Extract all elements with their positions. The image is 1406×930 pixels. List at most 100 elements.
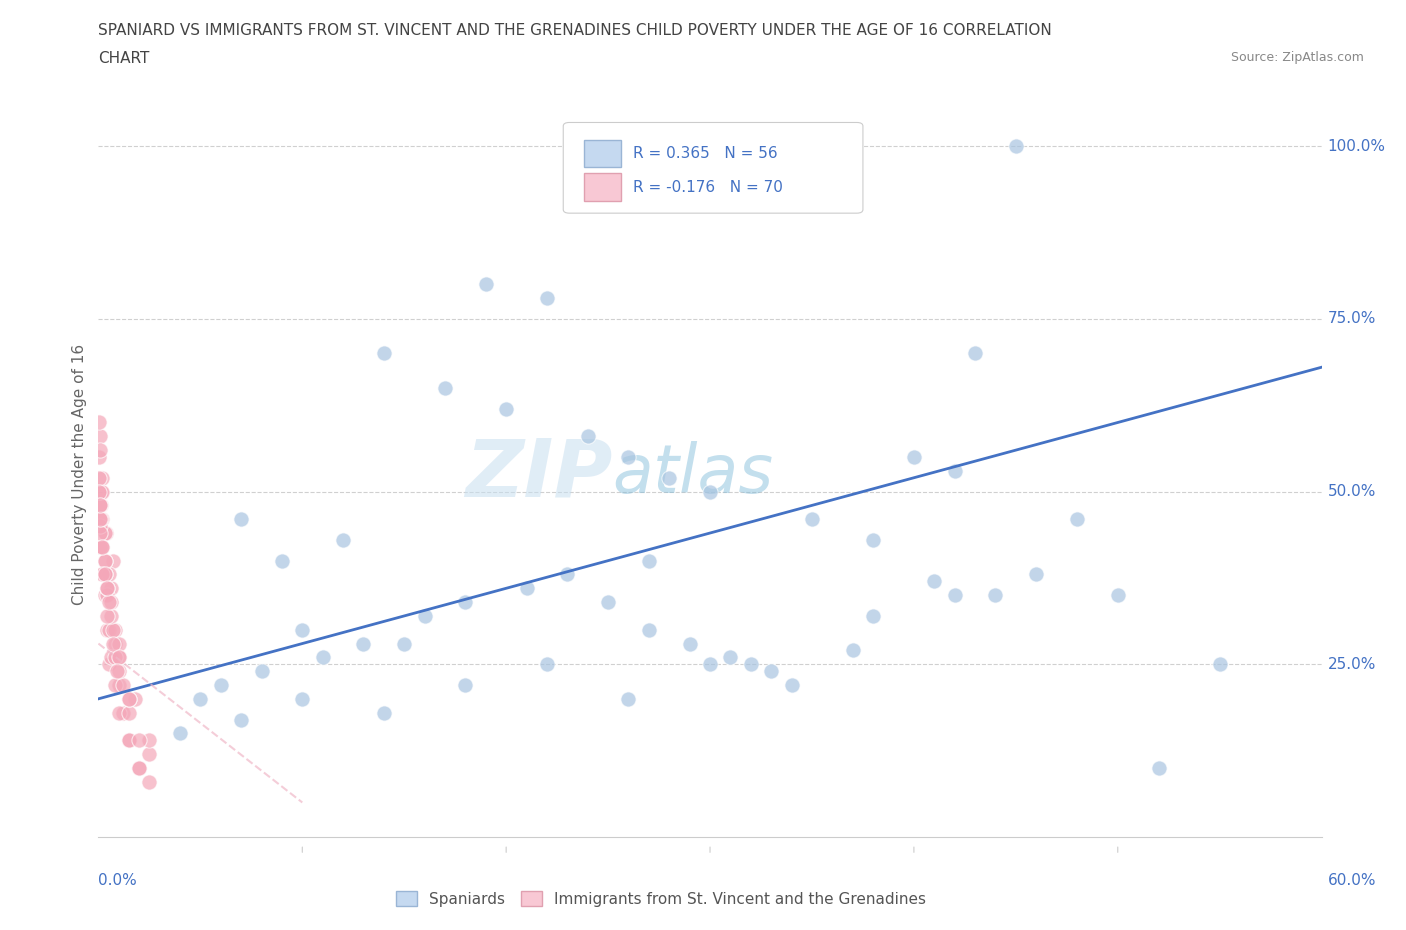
- Point: [118, 733, 141, 748]
- Point: [943, 463, 966, 478]
- Bar: [583, 140, 620, 167]
- Text: Source: ZipAtlas.com: Source: ZipAtlas.com: [1230, 51, 1364, 64]
- Point: [118, 691, 141, 706]
- Point: [413, 608, 436, 623]
- Point: [576, 429, 599, 444]
- Text: 50.0%: 50.0%: [1327, 485, 1376, 499]
- Point: [740, 657, 762, 671]
- Point: [111, 705, 134, 720]
- Point: [89, 415, 111, 430]
- Point: [108, 636, 131, 651]
- Point: [96, 581, 118, 596]
- Point: [89, 498, 111, 512]
- Point: [495, 401, 517, 416]
- Point: [433, 380, 456, 395]
- Point: [89, 485, 111, 499]
- Point: [89, 512, 111, 526]
- Text: 0.0%: 0.0%: [98, 873, 138, 888]
- Point: [1208, 657, 1232, 671]
- Point: [516, 581, 538, 596]
- Text: 100.0%: 100.0%: [1327, 139, 1386, 153]
- Point: [118, 733, 141, 748]
- Point: [250, 664, 273, 679]
- Point: [555, 567, 579, 582]
- Point: [100, 608, 122, 623]
- Point: [124, 691, 146, 706]
- Point: [96, 588, 118, 603]
- Point: [108, 650, 131, 665]
- Point: [90, 512, 112, 526]
- Point: [128, 733, 150, 748]
- Point: [658, 471, 681, 485]
- Point: [637, 553, 661, 568]
- Point: [679, 636, 702, 651]
- Point: [922, 574, 945, 589]
- Point: [96, 608, 118, 623]
- Point: [97, 622, 120, 637]
- Point: [108, 664, 131, 679]
- Text: SPANIARD VS IMMIGRANTS FROM ST. VINCENT AND THE GRENADINES CHILD POVERTY UNDER T: SPANIARD VS IMMIGRANTS FROM ST. VINCENT …: [98, 23, 1052, 38]
- Point: [108, 705, 131, 720]
- Point: [89, 525, 111, 540]
- Point: [718, 650, 742, 665]
- Point: [101, 622, 124, 637]
- Point: [93, 567, 115, 582]
- Point: [93, 567, 115, 582]
- Point: [97, 657, 120, 671]
- Point: [89, 449, 111, 464]
- Point: [231, 512, 253, 526]
- Point: [105, 664, 128, 679]
- Point: [474, 277, 498, 292]
- Point: [373, 346, 395, 361]
- Point: [169, 726, 191, 741]
- Text: 25.0%: 25.0%: [1327, 657, 1376, 671]
- Point: [91, 567, 114, 582]
- Point: [118, 691, 141, 706]
- Point: [96, 581, 118, 596]
- Point: [118, 705, 141, 720]
- Point: [104, 678, 127, 693]
- Text: ZIP: ZIP: [465, 435, 612, 513]
- Point: [104, 636, 127, 651]
- Point: [862, 533, 884, 548]
- Point: [93, 567, 115, 582]
- Point: [1066, 512, 1088, 526]
- Point: [617, 449, 640, 464]
- Point: [801, 512, 824, 526]
- Point: [108, 650, 131, 665]
- Point: [596, 594, 619, 609]
- Point: [138, 775, 160, 790]
- Legend: Spaniards, Immigrants from St. Vincent and the Grenadines: Spaniards, Immigrants from St. Vincent a…: [389, 885, 932, 912]
- Point: [291, 622, 314, 637]
- Point: [392, 636, 416, 651]
- Point: [93, 588, 115, 603]
- Point: [97, 567, 120, 582]
- Point: [89, 429, 111, 444]
- Point: [89, 498, 111, 512]
- Point: [89, 443, 111, 458]
- Point: [1004, 139, 1026, 153]
- Point: [209, 678, 232, 693]
- Point: [91, 485, 114, 499]
- Point: [100, 581, 122, 596]
- Point: [89, 519, 111, 534]
- Point: [101, 636, 124, 651]
- Text: 60.0%: 60.0%: [1327, 873, 1376, 888]
- Point: [89, 539, 111, 554]
- Point: [97, 594, 120, 609]
- Text: atlas: atlas: [612, 442, 773, 507]
- Point: [90, 485, 112, 499]
- Point: [100, 594, 122, 609]
- Point: [93, 553, 115, 568]
- Point: [111, 678, 134, 693]
- Point: [138, 733, 160, 748]
- Point: [89, 471, 111, 485]
- Point: [454, 594, 477, 609]
- Point: [231, 712, 253, 727]
- Text: R = 0.365   N = 56: R = 0.365 N = 56: [633, 146, 778, 161]
- Point: [1147, 761, 1170, 776]
- Point: [188, 691, 212, 706]
- Point: [91, 539, 114, 554]
- Point: [96, 622, 118, 637]
- Point: [780, 678, 803, 693]
